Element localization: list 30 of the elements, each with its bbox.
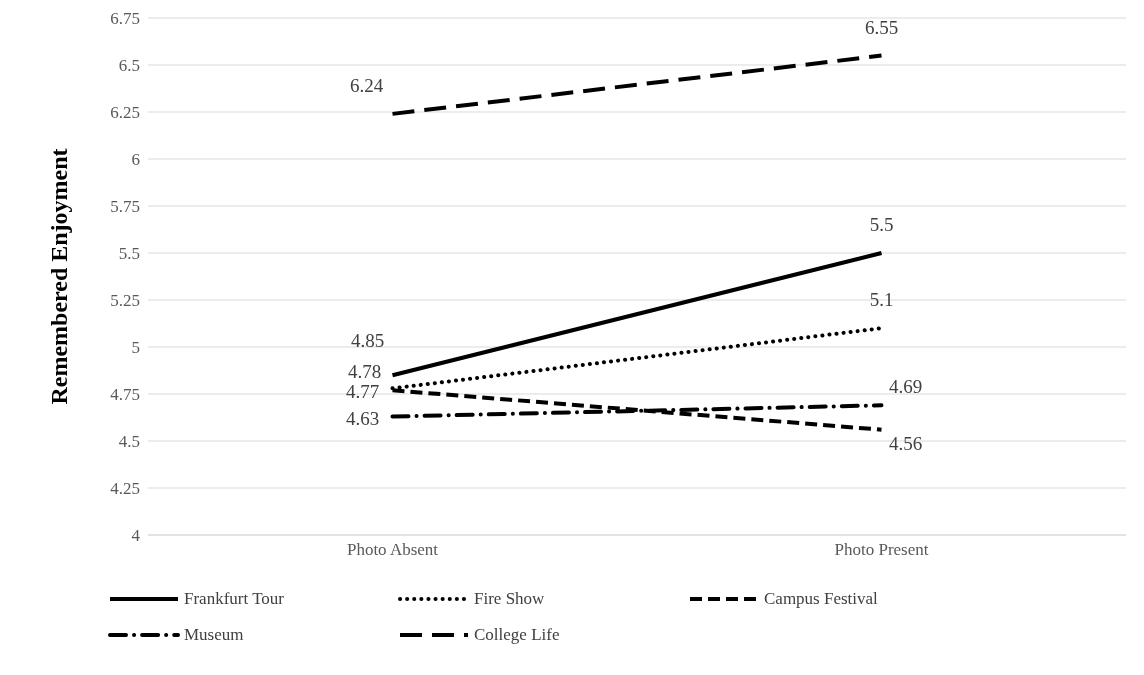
y-tick-label: 6.25 xyxy=(110,103,140,123)
legend-label: Fire Show xyxy=(474,589,545,609)
y-tick-label: 6.75 xyxy=(110,9,140,29)
legend-label: Frankfurt Tour xyxy=(184,589,285,609)
y-tick-label: 5 xyxy=(131,338,140,358)
data-label: 6.55 xyxy=(864,16,899,38)
data-label: 5.1 xyxy=(869,289,894,311)
data-label: 4.69 xyxy=(888,376,923,398)
legend-label: Museum xyxy=(184,625,244,645)
data-label: 6.24 xyxy=(349,74,384,96)
y-tick-label: 4.25 xyxy=(110,479,140,499)
y-tick-label: 4.75 xyxy=(110,385,140,405)
data-label: 4.63 xyxy=(345,407,380,429)
data-label: 5.5 xyxy=(869,214,894,235)
legend-label: Campus Festival xyxy=(764,589,878,609)
y-tick-label: 5.75 xyxy=(110,197,140,217)
data-label: 4.85 xyxy=(350,330,385,352)
data-label: 4.56 xyxy=(888,432,923,454)
y-tick-label: 5.5 xyxy=(118,244,140,264)
legend-label: College Life xyxy=(474,625,560,645)
y-tick-label: 4 xyxy=(131,526,141,546)
y-axis-title: Remembered Enjoyment xyxy=(45,148,72,405)
y-tick-label: 5.25 xyxy=(110,291,140,311)
y-tick-label: 6 xyxy=(131,150,140,170)
y-tick-label: 4.5 xyxy=(118,432,140,452)
data-label: 4.77 xyxy=(345,381,380,403)
x-tick-label: Photo Present xyxy=(834,540,929,560)
y-tick-label: 6.5 xyxy=(118,56,140,76)
data-label: 4.78 xyxy=(347,361,382,383)
x-tick-label: Photo Absent xyxy=(346,540,439,560)
